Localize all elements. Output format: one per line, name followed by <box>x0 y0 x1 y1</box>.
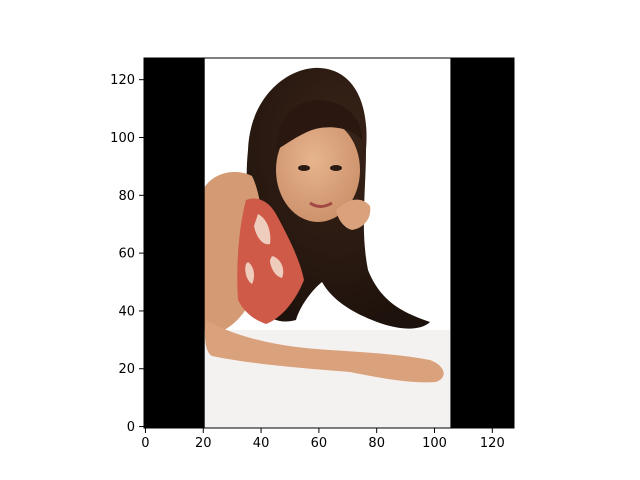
left-eye <box>298 165 310 171</box>
letterbox-bar-1 <box>450 58 514 428</box>
dress-pattern <box>245 214 284 284</box>
x-tick-label: 0 <box>141 436 149 451</box>
bangs <box>276 99 362 150</box>
x-tick-label: 100 <box>422 436 447 451</box>
y-tick-label: 100 <box>110 131 135 146</box>
y-tick-label: 80 <box>118 189 135 204</box>
y-tick-label: 20 <box>118 362 135 377</box>
x-axis: 0 20 40 60 80 100 120 <box>141 428 505 451</box>
x-tick-label: 80 <box>368 436 385 451</box>
y-tick-label: 0 <box>127 420 135 435</box>
x-tick-label: 40 <box>253 436 270 451</box>
image-area <box>144 58 514 428</box>
mouth <box>309 201 333 208</box>
x-tick-label: 60 <box>311 436 328 451</box>
face <box>276 118 360 222</box>
right-eye <box>330 165 342 171</box>
y-axis: 0 20 40 60 80 100 120 <box>110 73 144 435</box>
x-tick-label: 20 <box>195 436 212 451</box>
forearm <box>204 320 444 383</box>
y-tick-label: 40 <box>118 304 135 319</box>
x-tick-label: 120 <box>480 436 505 451</box>
hand <box>336 199 371 230</box>
letterbox-bar-0 <box>144 58 205 428</box>
y-tick-label: 60 <box>118 247 135 262</box>
overlay-layer <box>144 58 514 428</box>
y-tick-label: 120 <box>110 73 135 88</box>
girl-figure <box>204 67 444 383</box>
axes-frame <box>143 57 515 429</box>
